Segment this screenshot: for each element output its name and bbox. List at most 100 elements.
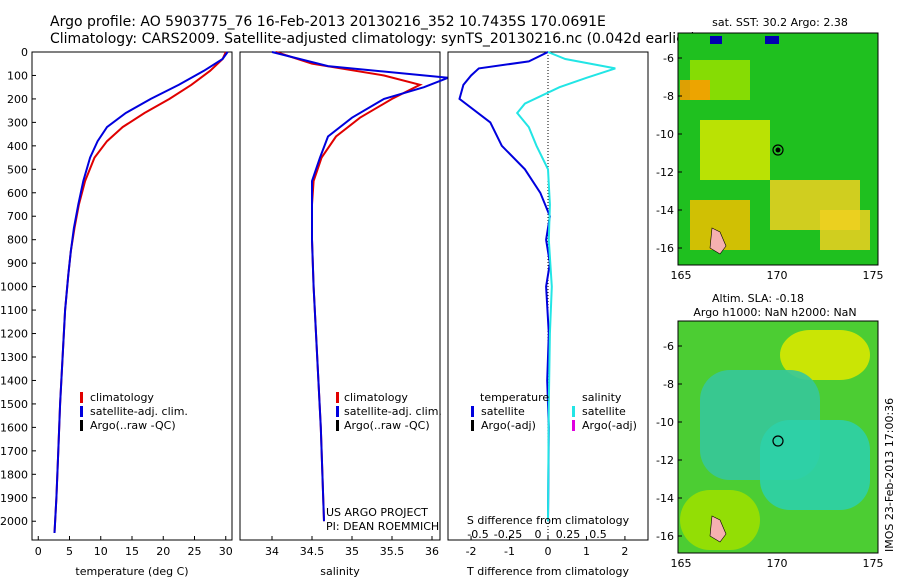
s-difference-label: S difference from climatology <box>467 514 630 527</box>
series-line-satellite-adj-clim- <box>53 51 229 534</box>
x-tick-label: 25 <box>188 545 202 558</box>
sla-map-title-1: Altim. SLA: -0.18 <box>712 292 804 305</box>
depth-tick-label: 200 <box>7 93 28 106</box>
legend-sargo-swatch <box>572 420 575 431</box>
credits-line1: US ARGO PROJECT <box>326 506 428 519</box>
legend-argo-label: Argo(..raw -QC) <box>344 419 430 432</box>
sla-patch <box>760 420 870 510</box>
x-tick-label: 35.5 <box>380 545 405 558</box>
sst-patch <box>680 80 710 100</box>
salinity-lines <box>271 51 449 522</box>
s-diff-tick-label: 0.25 <box>556 528 581 541</box>
lon-tick-label: 170 <box>767 557 788 570</box>
lat-tick-label: -16 <box>656 530 674 543</box>
x-tick-label: -2 <box>466 545 477 558</box>
lat-tick-label: -10 <box>656 128 674 141</box>
temperature-lines <box>53 51 229 534</box>
x-tick-label: 0 <box>545 545 552 558</box>
sla-map-title-2: Argo h1000: NaN h2000: NaN <box>693 306 856 319</box>
legend-clim-label: climatology <box>344 391 408 404</box>
depth-tick-label: 1500 <box>0 398 28 411</box>
t-difference-xlabel: T difference from climatology <box>466 565 629 578</box>
sla-longitude-axis: 165 170 175 <box>671 557 884 570</box>
x-tick-label: 20 <box>156 545 170 558</box>
series-line-t-satellite <box>458 51 551 522</box>
temperature-x-axis: 0 5 10 15 20 25 30 <box>35 536 233 558</box>
legend-clim-swatch <box>80 392 83 403</box>
sla-map-pattern <box>680 330 870 550</box>
legend-argo-label: Argo(..raw -QC) <box>90 419 176 432</box>
legend-salinity-heading: salinity <box>582 391 622 404</box>
sla-latitude-axis: -6 -8 -10 -12 -14 -16 <box>656 340 682 543</box>
island-shape <box>709 227 727 255</box>
legend-argo-swatch <box>80 420 83 431</box>
depth-tick-label: 1400 <box>0 374 28 387</box>
series-line-satellite-adj-clim- <box>271 51 449 522</box>
s-diff-tick-label: -0.5 <box>467 528 488 541</box>
lat-tick-label: -8 <box>663 90 674 103</box>
legend-tsat-label: satellite <box>481 405 525 418</box>
temperature-legend: climatology satellite-adj. clim. Argo(..… <box>80 391 188 432</box>
salinity-legend: climatology satellite-adj. clim. Argo(..… <box>336 391 442 432</box>
salinity-panel: 34 34.5 35 35.5 36 salinity climatology sate… <box>239 51 449 578</box>
s-diff-tick-label: -0.25 <box>494 528 522 541</box>
sst-patch <box>765 36 779 44</box>
legend-argo-swatch <box>336 420 339 431</box>
temperature-plot-frame <box>31 51 233 541</box>
legend-sat-swatch <box>80 406 83 417</box>
legend-sargo-label: Argo(-adj) <box>582 419 637 432</box>
island-shape <box>709 515 727 543</box>
depth-tick-label: 0 <box>21 46 28 59</box>
s-diff-tick-label: 0.5 <box>589 528 607 541</box>
s-diff-tick-label: 0 <box>535 528 542 541</box>
legend-targo-label: Argo(-adj) <box>481 419 536 432</box>
x-tick-label: 34 <box>265 545 279 558</box>
depth-axis: 0 100 200 300 400 500 600 700 800 900 1000 1100 1200… <box>0 46 36 528</box>
sla-map-panel: Altim. SLA: -0.18 Argo h1000: NaN h2000:… <box>656 292 883 570</box>
x-tick-label: 35 <box>345 545 359 558</box>
legend-clim-label: climatology <box>90 391 154 404</box>
credits-line2: PI: DEAN ROEMMICH <box>326 520 439 533</box>
legend-sat-swatch <box>336 406 339 417</box>
lon-tick-label: 175 <box>863 269 884 282</box>
x-tick-label: 30 <box>219 545 233 558</box>
header-line2: Climatology: CARS2009. Satellite-adjuste… <box>50 31 696 47</box>
sst-patch <box>700 120 770 180</box>
depth-tick-label: 2000 <box>0 515 28 528</box>
s-difference-x-axis: -0.5 -0.25 0 0.25 0.5 <box>467 528 606 541</box>
temperature-panel: 0100200300400500600700800900100011001200… <box>0 46 233 578</box>
timestamp: IMOS 23-Feb-2013 17:00:36 <box>883 398 896 552</box>
x-tick-label: 5 <box>66 545 73 558</box>
lon-tick-label: 175 <box>863 557 884 570</box>
depth-tick-label: 1100 <box>0 304 28 317</box>
t-difference-x-axis: -2 -1 0 1 2 <box>466 536 628 558</box>
x-tick-label: 15 <box>125 545 139 558</box>
lat-tick-label: -6 <box>663 52 674 65</box>
salinity-xlabel: salinity <box>320 565 360 578</box>
x-tick-label: 10 <box>94 545 108 558</box>
lat-tick-label: -8 <box>663 378 674 391</box>
depth-tick-label: 500 <box>7 163 28 176</box>
legend-sat-label: satellite-adj. clim. <box>90 405 188 418</box>
sst-longitude-axis: 165 170 175 <box>671 269 884 282</box>
legend-tsat-swatch <box>471 406 474 417</box>
lat-tick-label: -12 <box>656 166 674 179</box>
sst-map-title: sat. SST: 30.2 Argo: 2.38 <box>712 16 848 29</box>
series-line-s-satellite <box>515 51 616 522</box>
x-tick-label: 0 <box>35 545 42 558</box>
x-tick-label: -1 <box>504 545 515 558</box>
temperature-xlabel: temperature (deg C) <box>75 565 188 578</box>
depth-tick-label: 1000 <box>0 281 28 294</box>
depth-tick-label: 900 <box>7 257 28 270</box>
difference-panel: -2 -1 0 1 2 -0.5 -0.25 0 0.25 0.5 S difference f… <box>447 51 649 578</box>
sst-patch <box>710 36 722 44</box>
depth-tick-label: 400 <box>7 140 28 153</box>
x-tick-label: 36 <box>425 545 439 558</box>
lat-tick-label: -10 <box>656 416 674 429</box>
depth-tick-label: 600 <box>7 187 28 200</box>
lon-tick-label: 165 <box>671 557 692 570</box>
legend-targo-swatch <box>471 420 474 431</box>
salinity-plot-frame <box>239 51 441 541</box>
depth-tick-label: 1200 <box>0 328 28 341</box>
